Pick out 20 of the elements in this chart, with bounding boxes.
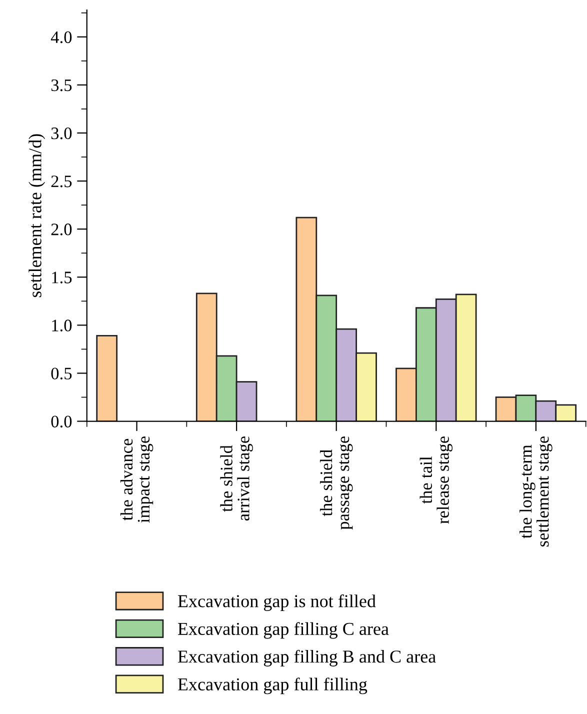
y-tick-label: 3.5 xyxy=(51,79,72,92)
x-tick-label: the advance impact stage xyxy=(120,436,154,523)
y-tick-label: 1.0 xyxy=(52,320,72,332)
x-tick-label: the long-term settlement stage xyxy=(520,436,552,546)
legend-label: Excavation gap filling C area xyxy=(178,622,389,639)
y-tick-label: 4.0 xyxy=(50,31,72,44)
x-tick-label: the shield passage stage xyxy=(320,436,353,530)
y-tick-label: 1.5 xyxy=(52,272,72,284)
y-tick-label: 0.5 xyxy=(51,368,72,380)
legend-label: Excavation gap full filling xyxy=(178,678,368,694)
y-tick-label: 0.0 xyxy=(51,416,72,428)
y-tick-label: 2.0 xyxy=(51,224,72,236)
x-tick-label: the tail release stage xyxy=(420,436,453,524)
y-axis-title: settlement rate (mm/d) xyxy=(28,134,46,298)
x-tick-label: the shield arrival stage xyxy=(220,436,253,521)
legend-label: Excavation gap filling B and C area xyxy=(178,650,436,666)
bar xyxy=(96,335,118,422)
y-tick-label: 3.0 xyxy=(51,127,72,140)
legend-label: Excavation gap is not filled xyxy=(178,594,376,611)
y-tick-label: 2.5 xyxy=(51,176,72,188)
